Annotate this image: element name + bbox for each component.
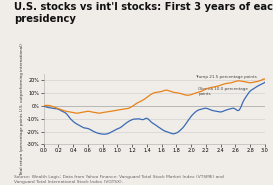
Text: Trump 21.5 percentage points: Trump 21.5 percentage points <box>195 75 263 79</box>
Text: Source: Wealth Logic; Data from Yahoo Finance: Vanguard Total Stock Market Index: Source: Wealth Logic; Data from Yahoo Fi… <box>14 176 224 184</box>
Text: Obama 10.0 percentage
points: Obama 10.0 percentage points <box>198 87 248 96</box>
Y-axis label: Total return (percentage points U.S. outperforming international): Total return (percentage points U.S. out… <box>20 43 24 176</box>
Text: U.S. stocks vs int'l stocks: First 3 years of each
presidency: U.S. stocks vs int'l stocks: First 3 yea… <box>14 2 273 24</box>
